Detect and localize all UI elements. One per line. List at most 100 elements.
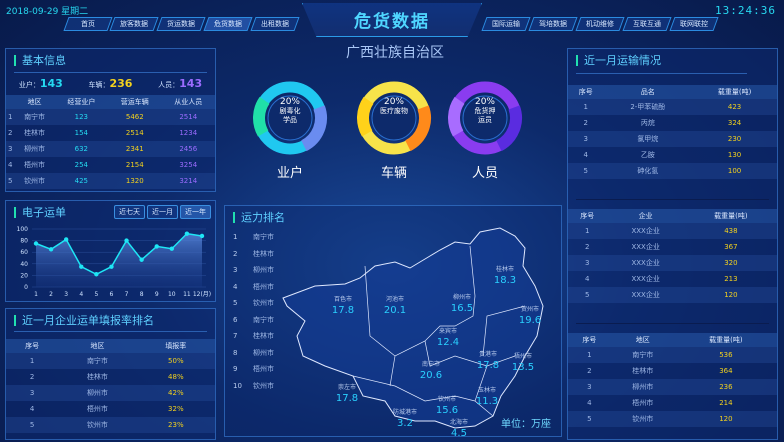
nav-tab[interactable]: 货运数据	[156, 17, 206, 31]
donut-0: 20% 剧毒化 学品 业户	[250, 78, 330, 181]
table-row: 4 乙胺 130	[568, 147, 777, 163]
table-row: 3 XXX企业 320	[568, 255, 777, 271]
data-point	[184, 231, 190, 236]
table-cell: 423	[692, 99, 777, 115]
table-cell: 324	[727, 119, 742, 127]
date-display: 2018-09-29 星期二	[6, 7, 89, 17]
table-row: 3 柳州市 236	[568, 379, 777, 395]
table-row: 5 XXX企业 120	[568, 287, 777, 303]
region-name: 河池市	[386, 295, 404, 303]
last-7-days-button[interactable]: 近七天	[114, 205, 145, 219]
x-tick-label: 6	[110, 291, 114, 298]
nav-tab[interactable]: 旅客数据	[109, 17, 159, 31]
nav-tab[interactable]: 互联互通	[622, 17, 672, 31]
table-cell: 氯甲烷	[603, 131, 693, 147]
table-row: 2 桂林市 48%	[6, 369, 215, 385]
table-cell: 柳州市	[58, 385, 137, 401]
basic-info-table: 地区 经营业户 营运车辆 从业人员 1 南宁市 123 5462 2514 2 桂林市 154 2514…	[6, 95, 215, 189]
table-cell: 100	[692, 163, 777, 179]
x-tick-label: 1	[34, 291, 38, 298]
nav-tab[interactable]: 国际运输	[481, 17, 531, 31]
last-month-button[interactable]: 近一月	[147, 205, 178, 219]
table-cell: 2456	[161, 141, 215, 157]
transport-panel: 近一月运输情况 序号 品名 载重量(吨) 1 2-甲苯硫酚 423 2 丙烷 324 3 氯甲烷 23…	[567, 48, 778, 440]
table-cell: 5	[568, 411, 611, 427]
donut-label: 人员	[471, 166, 498, 181]
rank-item: 7 桂林市	[233, 332, 274, 340]
rank-item: 9 梧州市	[233, 365, 274, 373]
page-title-text: 危货数据	[354, 12, 430, 32]
table-row: 4 梧州市 32%	[6, 401, 215, 417]
data-point	[33, 241, 39, 246]
nav-tab[interactable]: 出租数据	[250, 17, 300, 31]
region-value: 17.8	[477, 360, 499, 371]
column-header: 品名	[603, 85, 693, 99]
fill-rate-panel: 近一月企业运单填报率排名 序号 地区 填报率 1 南宁市 50% 2 桂林市 48% 3 柳州市 42…	[5, 308, 216, 440]
y-tick-label: 20	[20, 272, 28, 279]
table-cell: 2	[587, 367, 592, 375]
column-header: 经营业户	[54, 95, 109, 109]
column-header: 序号	[6, 339, 59, 353]
table-cell: 438	[684, 223, 777, 239]
table-cell: 3	[568, 379, 611, 395]
region-name: 柳州市	[453, 293, 471, 301]
table-cell: 1234	[179, 129, 198, 137]
column-header: 载重量(吨)	[692, 85, 777, 99]
column-header: 从业人员	[161, 95, 215, 109]
region-value: 17.8	[332, 305, 354, 316]
goods-table: 序号 品名 载重量(吨) 1 2-甲苯硫酚 423 2 丙烷 324 3 氯甲烷 230 4 乙胺 130 5…	[568, 85, 777, 179]
table-header: 序号 企业 载重量(吨)	[568, 209, 777, 223]
region-name: 防城港市	[393, 408, 417, 416]
table-row: 1 南宁市 536	[568, 347, 777, 363]
table-cell: 5	[568, 163, 604, 179]
nav-tab[interactable]: 驾培数据	[528, 17, 578, 31]
table-cell: 桂林市	[86, 373, 108, 381]
nav-tab[interactable]: 首页	[63, 17, 113, 31]
table-cell: 梧州市	[86, 405, 108, 413]
x-tick-label: 9	[155, 291, 159, 298]
region-value: 3.2	[397, 418, 413, 429]
table-cell: 5	[6, 173, 15, 189]
x-tick-label: 4	[79, 291, 83, 298]
table-cell: 154	[74, 129, 89, 137]
table-cell: 桂林市	[24, 129, 46, 137]
table-row: 4 梧州市 254 2154 3254	[6, 157, 215, 173]
nav-tab[interactable]: 机动维修	[575, 17, 625, 31]
waybill-line-chart: 0 20 40 60 80 100 1 2 3 4 5 6 7 8 9 10 11 12(月)	[17, 226, 212, 298]
rank-item: 3 柳州市	[233, 266, 274, 274]
table-cell: 120	[674, 411, 777, 427]
table-cell: 2	[585, 243, 590, 251]
y-tick-label: 0	[24, 284, 28, 291]
nav-tab[interactable]: 联网联控	[669, 17, 719, 31]
fill-rate-table: 序号 地区 填报率 1 南宁市 50% 2 桂林市 48% 3 柳州市 42% 4 梧州市 32% 5 钦州市 2…	[6, 339, 215, 433]
rank-item: 4 梧州市	[233, 282, 274, 291]
region-value: 4.5	[451, 428, 467, 438]
table-cell: 42%	[136, 385, 215, 401]
donut-label: 业户	[276, 166, 303, 181]
region-value: 18.3	[494, 275, 516, 286]
table-cell: 425	[54, 173, 109, 189]
enterprise-table: 序号 企业 载重量(吨) 1 XXX企业 438 2 XXX企业 367 3 XXX企业 320 4 XX…	[568, 209, 777, 303]
table-row: 4 XXX企业 213	[568, 271, 777, 287]
region-name: 贵港市	[479, 350, 497, 358]
table-cell: 536	[674, 347, 777, 363]
data-point	[94, 272, 99, 277]
x-tick-label: 11	[183, 291, 191, 298]
table-cell: 3254	[179, 161, 198, 169]
table-cell: 4	[29, 405, 35, 413]
table-cell: 梧州市	[24, 161, 46, 169]
nav-tab[interactable]: 危货数据	[203, 17, 253, 31]
last-year-button[interactable]: 近一年	[180, 205, 211, 219]
table-cell: 南宁市	[58, 353, 137, 369]
table-cell: 120	[684, 287, 777, 303]
data-point	[124, 238, 129, 243]
stats-row: 业户：143 车辆：236 人员：143	[6, 77, 215, 90]
donut-ring	[253, 81, 327, 155]
x-tick-label: 2	[49, 291, 53, 298]
x-tick-label: 7	[125, 291, 129, 298]
table-cell: 1	[568, 347, 611, 363]
table-row: 5 钦州市 425 1320 3214	[6, 173, 215, 189]
table-cell: 2514	[125, 129, 144, 137]
y-tick-label: 60	[20, 249, 28, 256]
table-cell: 南宁市	[14, 109, 55, 125]
